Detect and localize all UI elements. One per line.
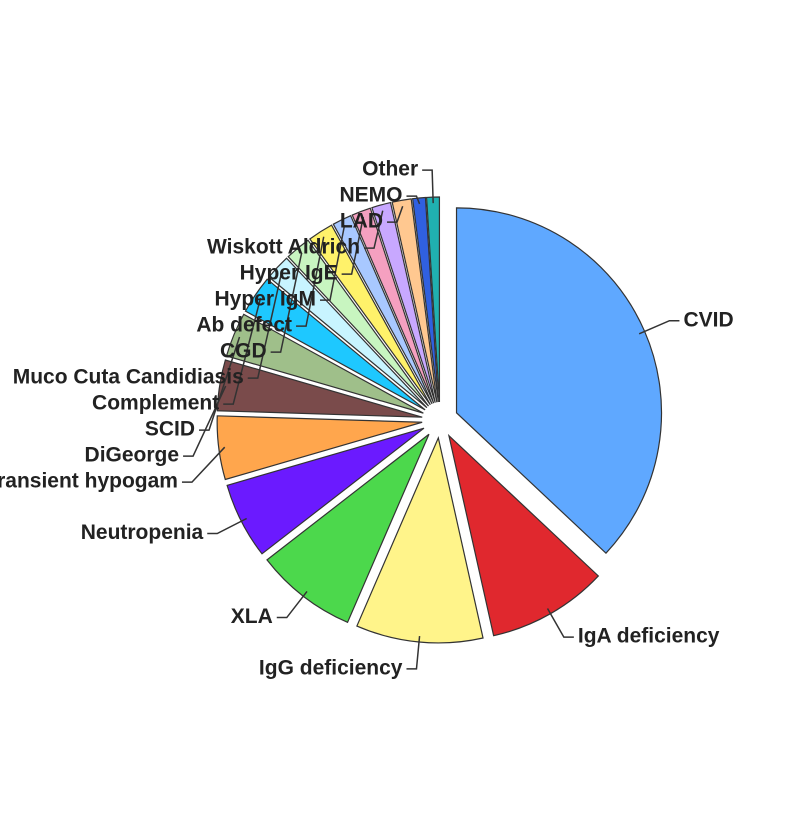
slice-label: LAD — [340, 210, 383, 233]
slice-label: IgG deficiency — [259, 656, 403, 679]
leader-line — [296, 236, 325, 327]
leader-line — [270, 252, 303, 353]
pie-slice — [244, 278, 426, 411]
slice-label: Wiskott Aldrich — [207, 236, 360, 259]
leader-line — [422, 169, 434, 204]
slice-label: Hyper IgM — [214, 288, 316, 311]
pie-slice — [411, 196, 439, 403]
leader-line — [406, 195, 421, 205]
slice-label: Transient hypogam — [0, 470, 178, 493]
leader-line — [183, 385, 227, 457]
leader-line — [638, 319, 680, 335]
leader-line — [546, 608, 574, 638]
leader-line — [247, 271, 283, 379]
pie-slice — [309, 224, 431, 406]
leader-line — [387, 205, 404, 223]
leader-line — [276, 591, 308, 619]
leader-line — [223, 297, 262, 405]
pie-slice — [268, 257, 428, 409]
slice-label: DiGeorge — [85, 444, 180, 467]
pie-slice — [216, 359, 423, 418]
slice-label: SCID — [145, 418, 195, 441]
pie-slice — [391, 198, 438, 403]
leader-line — [181, 446, 226, 483]
pie-slice — [351, 207, 435, 404]
slice-label: CVID — [683, 308, 733, 331]
slice-label: Neutropenia — [81, 521, 204, 544]
slice-label: Complement — [92, 392, 219, 415]
slice-label: Ab defect — [196, 314, 292, 337]
leader-line — [341, 216, 365, 275]
slice-label: Other — [362, 158, 418, 181]
pie-slice — [371, 201, 436, 403]
pie-slice — [287, 239, 430, 407]
pie-slice — [332, 214, 433, 405]
pie-slice — [225, 313, 424, 414]
slice-label: CGD — [220, 340, 267, 363]
slice-label: XLA — [231, 605, 273, 628]
leader-line — [199, 336, 241, 431]
leader-line — [207, 517, 247, 535]
leader-line — [406, 635, 421, 670]
slice-label: Hyper IgE — [240, 262, 338, 285]
slice-label: NEMO — [339, 184, 402, 207]
leader-line — [364, 210, 384, 249]
slice-label: IgA deficiency — [578, 625, 720, 648]
slice-label: Muco Cuta Candidiasis — [13, 366, 244, 389]
pie-slice — [216, 415, 423, 481]
leader-line — [320, 224, 346, 301]
